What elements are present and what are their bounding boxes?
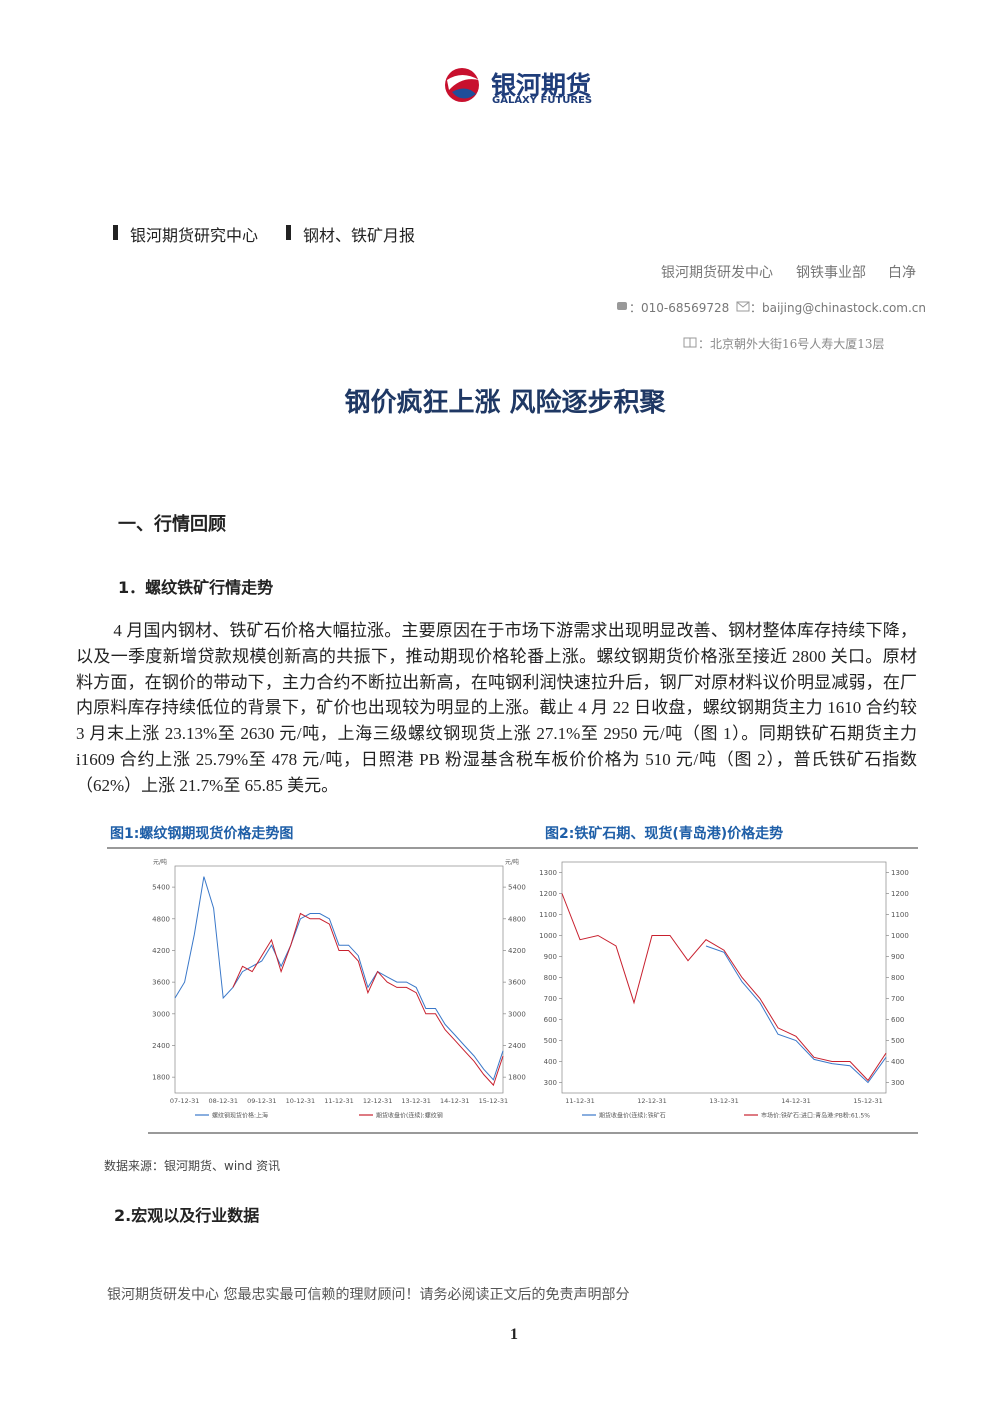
series-line xyxy=(705,945,887,1084)
series-line xyxy=(232,912,504,1087)
y-tick-label: 1200 xyxy=(539,890,557,898)
author-name: 白净 xyxy=(888,265,916,281)
y2-tick-label: 2400 xyxy=(508,1042,526,1050)
y-tick-label: 5400 xyxy=(152,884,170,892)
y2-tick-label: 1100 xyxy=(891,911,909,919)
x-tick-label: 10-12-31 xyxy=(286,1097,316,1105)
y-tick-label: 700 xyxy=(544,995,557,1003)
y2-tick-label: 4200 xyxy=(508,947,526,955)
email: ：baijing@chinastock.com.cn xyxy=(750,301,926,315)
section-heading: 一、行情回顾 xyxy=(118,514,226,535)
y-tick-label: 2400 xyxy=(152,1042,170,1050)
source-note: 数据来源：银河期货、wind 资讯 xyxy=(104,1159,281,1173)
logo-mark xyxy=(445,68,479,102)
address: ：北京朝外大街16号人寿大厦13层 xyxy=(698,337,885,351)
y2-tick-label: 300 xyxy=(891,1079,904,1087)
x-tick-label: 15-12-31 xyxy=(853,1097,883,1105)
plot-frame xyxy=(174,865,504,1094)
page-number: 1 xyxy=(510,1326,518,1343)
x-tick-label: 07-12-31 xyxy=(170,1097,200,1105)
y-tick-label: 1800 xyxy=(152,1074,170,1082)
figure-title: 图2:铁矿石期、现货(青岛港)价格走势 xyxy=(545,826,784,842)
y2-axis-title: 元/吨 xyxy=(505,858,519,866)
y-tick-label: 4200 xyxy=(152,947,170,955)
y2-tick-label: 1800 xyxy=(508,1074,526,1082)
logo-subtext: GALAXY FUTURES xyxy=(492,95,593,106)
legend-label: 期货收盘价(连续):螺纹钢 xyxy=(376,1112,443,1120)
y2-tick-label: 3600 xyxy=(508,979,526,987)
y-tick-label: 4800 xyxy=(152,915,170,923)
y-tick-label: 3600 xyxy=(152,979,170,987)
series-line xyxy=(174,876,504,1081)
subsection-heading: 2.宏观以及行业数据 xyxy=(114,1206,260,1225)
x-tick-label: 08-12-31 xyxy=(208,1097,238,1105)
plot-frame xyxy=(561,861,887,1094)
y2-tick-label: 1000 xyxy=(891,932,909,940)
doc-title: 钢价疯狂上涨 风险逐步积聚 xyxy=(344,388,666,418)
x-tick-label: 14-12-31 xyxy=(781,1097,811,1105)
author-dept: 银河期货研发中心 xyxy=(661,265,773,281)
y-tick-label: 1100 xyxy=(539,911,557,919)
x-tick-label: 11-12-31 xyxy=(565,1097,595,1105)
x-tick-label: 09-12-31 xyxy=(247,1097,277,1105)
y-tick-label: 400 xyxy=(544,1058,557,1066)
x-tick-label: 15-12-31 xyxy=(479,1097,509,1105)
y2-tick-label: 600 xyxy=(891,1016,904,1024)
y-tick-label: 800 xyxy=(544,974,557,982)
y-tick-label: 500 xyxy=(544,1037,557,1045)
y2-tick-label: 500 xyxy=(891,1037,904,1045)
y2-tick-label: 5400 xyxy=(508,884,526,892)
y2-tick-label: 1200 xyxy=(891,890,909,898)
x-tick-label: 13-12-31 xyxy=(401,1097,431,1105)
phone: ：010-68569728 xyxy=(629,301,730,315)
y-tick-label: 600 xyxy=(544,1016,557,1024)
breadcrumb: 钢材、铁矿月报 xyxy=(303,226,416,245)
series-line xyxy=(561,893,887,1082)
legend-label: 螺纹钢现货价格:上海 xyxy=(212,1112,268,1120)
y-tick-label: 900 xyxy=(544,953,557,961)
phone-icon xyxy=(617,302,627,310)
x-tick-label: 12-12-31 xyxy=(363,1097,393,1105)
x-tick-label: 11-12-31 xyxy=(324,1097,354,1105)
y2-tick-label: 900 xyxy=(891,953,904,961)
logo-text: 银河期货 xyxy=(491,71,592,100)
y-tick-label: 3000 xyxy=(152,1010,170,1018)
breadcrumb-bar xyxy=(113,225,118,240)
figure-title: 图1:螺纹钢期现货价格走势图 xyxy=(110,826,294,842)
y2-tick-label: 400 xyxy=(891,1058,904,1066)
subsection-heading: 1．螺纹铁矿行情走势 xyxy=(118,578,274,597)
breadcrumb: 银河期货研究中心 xyxy=(130,226,259,245)
y-tick-label: 1300 xyxy=(539,869,557,877)
mail-icon xyxy=(736,301,750,312)
y2-tick-label: 3000 xyxy=(508,1010,526,1018)
paragraph: 4 月国内钢材、铁矿石价格大幅拉涨。主要原因在于市场下游需求出现明显改善、钢材整… xyxy=(76,621,917,795)
y2-tick-label: 700 xyxy=(891,995,904,1003)
y-axis-title: 元/吨 xyxy=(153,858,167,866)
x-tick-label: 12-12-31 xyxy=(637,1097,667,1105)
y2-tick-label: 4800 xyxy=(508,915,526,923)
breadcrumb-bar xyxy=(286,225,291,240)
x-tick-label: 14-12-31 xyxy=(440,1097,470,1105)
y-tick-label: 1000 xyxy=(539,932,557,940)
x-tick-label: 13-12-31 xyxy=(709,1097,739,1105)
author-dept: 钢铁事业部 xyxy=(796,265,866,281)
legend-label: 期货收盘价(连续):铁矿石 xyxy=(599,1112,666,1120)
footer: 银河期货研发中心 您最忠实最可信赖的理财顾问！请务必阅读正文后的免责声明部分 xyxy=(107,1287,630,1303)
y2-tick-label: 1300 xyxy=(891,869,909,877)
y-tick-label: 300 xyxy=(544,1079,557,1087)
legend-label: 市场价:铁矿石:进口:青岛港:PB粉:61.5% xyxy=(761,1112,870,1120)
book-icon xyxy=(683,337,697,348)
y2-tick-label: 800 xyxy=(891,974,904,982)
